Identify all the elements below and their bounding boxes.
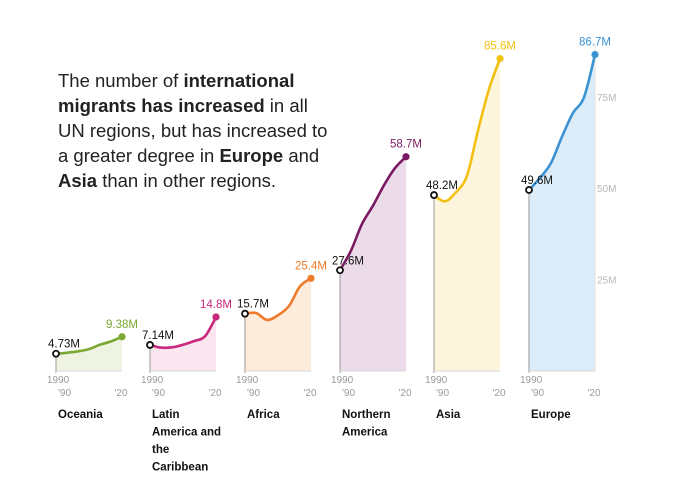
x-tick-20-africa: '20: [303, 388, 316, 399]
start-value-label-latin-america-and-the-caribbean: 7.14M: [142, 330, 174, 342]
x-tick-90-latin-america-and-the-caribbean: '90: [152, 388, 165, 399]
y-tick-label: 50M: [597, 184, 616, 195]
start-point-europe: [525, 186, 533, 194]
y-tick-label: 75M: [597, 93, 616, 104]
area-oceania: [56, 336, 122, 371]
x-tick-20-latin-america-and-the-caribbean: '20: [208, 388, 221, 399]
headline-text-3: and: [283, 145, 320, 166]
y-tick-label: 25M: [597, 275, 616, 286]
region-label-latin-america-and-the-caribbean: Latin: [152, 409, 179, 421]
start-point-oceania: [52, 349, 60, 358]
headline-text-2: in all UN regions, but has increased to …: [58, 95, 328, 166]
x-start-label-oceania: 1990: [47, 375, 70, 386]
end-point-latin-america-and-the-caribbean: [212, 313, 220, 321]
headline-text-4: than in other regions.: [97, 170, 277, 191]
x-tick-90-oceania: '90: [58, 388, 71, 399]
start-point-latin-america-and-the-caribbean: [146, 341, 154, 349]
end-value-label-latin-america-and-the-caribbean: 14.8M: [200, 299, 232, 311]
x-start-label-africa: 1990: [236, 375, 259, 386]
start-value-label-asia: 48.2M: [426, 180, 458, 192]
area-latin-america-and-the-caribbean: [150, 317, 216, 371]
x-start-label-asia: 1990: [425, 375, 448, 386]
area-europe: [529, 54, 595, 371]
x-start-label-northern-america: 1990: [331, 375, 354, 386]
region-label-latin-america-and-the-caribbean: America and: [152, 427, 221, 439]
start-point-asia: [430, 191, 438, 199]
x-start-label-europe: 1990: [520, 375, 543, 386]
end-value-label-oceania: 9.38M: [106, 319, 138, 331]
line-northern-america: [338, 155, 408, 272]
region-label-latin-america-and-the-caribbean: Caribbean: [152, 462, 208, 474]
end-point-africa: [307, 274, 315, 282]
headline-bold-europe: Europe: [219, 145, 284, 166]
x-tick-20-asia: '20: [492, 388, 505, 399]
x-tick-20-northern-america: '20: [398, 388, 411, 399]
start-point-northern-america: [336, 266, 344, 275]
start-point-africa: [241, 309, 249, 318]
end-point-asia: [496, 54, 504, 63]
chart-headline: The number of international migrants has…: [58, 68, 328, 193]
area-northern-america: [340, 156, 406, 371]
region-label-northern-america: America: [342, 427, 388, 439]
end-value-label-africa: 25.4M: [295, 260, 327, 272]
x-tick-20-oceania: '20: [114, 388, 127, 399]
end-point-northern-america: [402, 153, 410, 161]
line-asia: [432, 57, 502, 203]
headline-text-1: The number of: [58, 70, 184, 91]
x-start-label-latin-america-and-the-caribbean: 1990: [141, 375, 164, 386]
end-point-oceania: [118, 333, 126, 341]
start-value-label-northern-america: 27.6M: [332, 255, 364, 267]
area-africa: [245, 278, 311, 371]
line-latin-america-and-the-caribbean: [148, 315, 218, 350]
region-label-africa: Africa: [247, 409, 280, 421]
end-value-label-northern-america: 58.7M: [390, 139, 422, 151]
x-tick-90-asia: '90: [436, 388, 449, 399]
end-value-label-europe: 86.7M: [579, 37, 611, 49]
x-tick-90-europe: '90: [531, 388, 544, 399]
start-value-label-africa: 15.7M: [237, 299, 269, 311]
headline-bold-1: international migrants has increased: [58, 70, 295, 116]
line-africa: [243, 277, 313, 322]
headline-bold-asia: Asia: [58, 170, 98, 191]
region-label-latin-america-and-the-caribbean: the: [152, 444, 169, 456]
x-tick-20-europe: '20: [587, 388, 600, 399]
line-europe: [527, 53, 597, 192]
region-label-asia: Asia: [436, 409, 461, 421]
x-tick-90-africa: '90: [247, 388, 260, 399]
start-value-label-oceania: 4.73M: [48, 339, 80, 351]
end-value-label-asia: 85.6M: [484, 41, 516, 53]
region-label-europe: Europe: [531, 409, 571, 421]
line-oceania: [54, 335, 124, 355]
area-asia: [434, 58, 500, 371]
x-tick-90-northern-america: '90: [342, 388, 355, 399]
region-label-oceania: Oceania: [58, 409, 103, 421]
region-label-northern-america: Northern: [342, 409, 391, 421]
end-point-europe: [591, 50, 599, 59]
start-value-label-europe: 49.6M: [521, 175, 553, 187]
